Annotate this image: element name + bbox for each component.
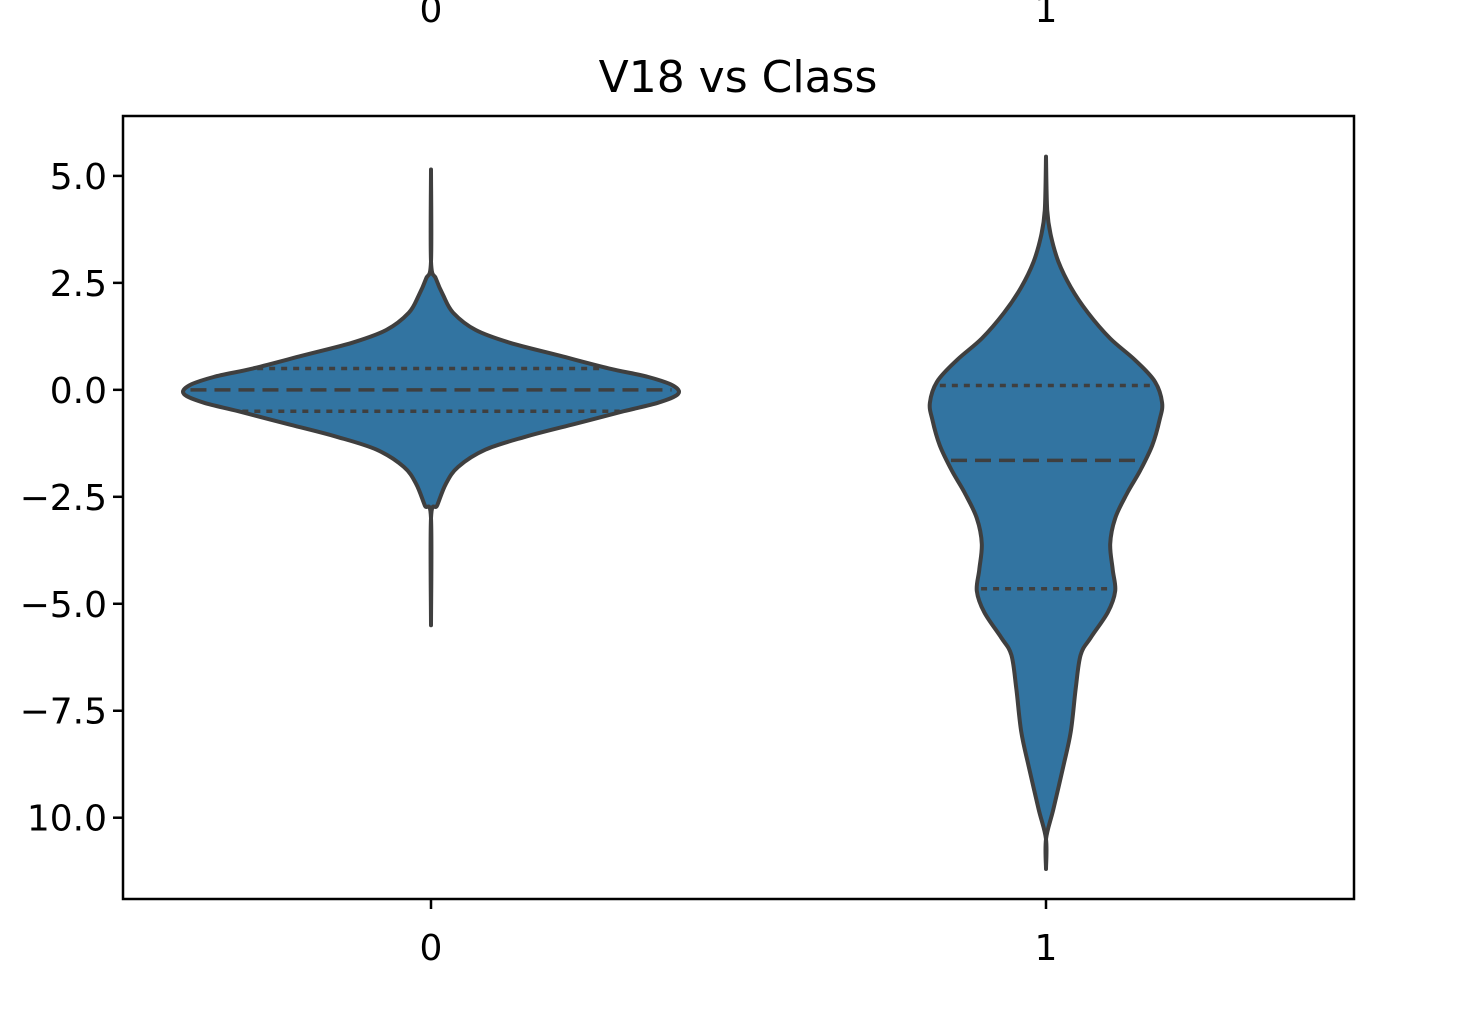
y-tick-label: 10.0 <box>27 799 107 840</box>
violin-0 <box>181 167 681 628</box>
top-tick-label-0: 0 <box>420 0 443 31</box>
y-tick-label: −7.5 <box>20 692 107 733</box>
violin-body <box>927 154 1165 871</box>
y-tick-label: 5.0 <box>50 157 107 198</box>
y-tick-label: −5.0 <box>20 585 107 626</box>
violin-body <box>181 167 681 628</box>
top-tick-label-1: 1 <box>1035 0 1058 31</box>
x-tick-label-0: 0 <box>420 928 443 969</box>
y-tick-label: 2.5 <box>50 264 107 305</box>
plot-frame <box>121 114 1356 901</box>
chart-title: V18 vs Class <box>599 52 878 103</box>
violin-1 <box>927 154 1165 871</box>
y-tick-label: −2.5 <box>20 478 107 519</box>
x-tick-label-1: 1 <box>1035 928 1058 969</box>
y-tick-label: 0.0 <box>50 371 107 412</box>
violins <box>181 154 1165 871</box>
y-axis: 5.0 2.5 0.0 −2.5 −5.0 −7.5 10.0 <box>20 157 123 840</box>
